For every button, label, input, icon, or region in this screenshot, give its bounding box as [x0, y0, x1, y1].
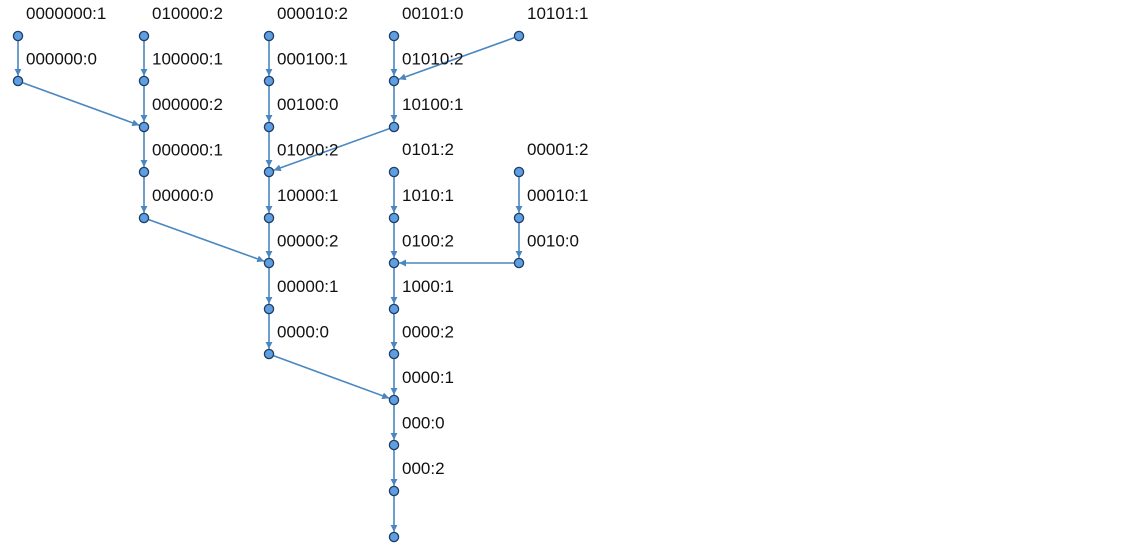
- node-label: 00101:0: [402, 4, 463, 23]
- edges-layer: [14, 36, 523, 532]
- edge-label: 00100:0: [277, 95, 338, 114]
- node-d2: [388, 121, 400, 133]
- node-f7: [388, 485, 400, 497]
- node-c0: [263, 30, 275, 42]
- node-b3: [138, 166, 150, 178]
- node-b1: [138, 75, 150, 87]
- edge-label: 10100:1: [402, 95, 463, 114]
- edge-label: 0000:0: [277, 323, 329, 342]
- node-b2: [138, 121, 150, 133]
- node-c6: [263, 303, 275, 315]
- edge-label: 00000:2: [277, 232, 338, 251]
- edge-a1-b2: [22, 81, 140, 127]
- edge-label: 01010:2: [402, 50, 463, 69]
- node-c2: [263, 121, 275, 133]
- edge-label: 00000:0: [152, 186, 213, 205]
- node-d1: [388, 75, 400, 87]
- node-c1: [263, 75, 275, 87]
- edge-label: 000:2: [402, 459, 445, 478]
- node-f0: [388, 166, 400, 178]
- nodes-layer: [12, 30, 525, 543]
- node-label: 0101:2: [402, 140, 454, 159]
- node-b4: [138, 212, 150, 224]
- node-label: 00001:2: [527, 140, 588, 159]
- edge-label: 10000:1: [277, 186, 338, 205]
- node-label: 10101:1: [527, 4, 588, 23]
- node-f2: [388, 257, 400, 269]
- edge-e0-d1: [398, 36, 515, 81]
- node-f3: [388, 303, 400, 315]
- node-b0: [138, 30, 150, 42]
- node-label: 000010:2: [277, 4, 348, 23]
- edge-label: 0100:2: [402, 232, 454, 251]
- node-a1: [12, 75, 24, 87]
- edge-label: 00010:1: [527, 186, 588, 205]
- node-f5: [388, 394, 400, 406]
- edge-label: 0000:1: [402, 368, 454, 387]
- edge-label: 000:0: [402, 414, 445, 433]
- node-c3: [263, 166, 275, 178]
- node-g1: [513, 212, 525, 224]
- edge-label: 00000:1: [277, 277, 338, 296]
- edge-label: 01000:2: [277, 141, 338, 160]
- node-label: 0000000:1: [26, 4, 106, 23]
- edge-label: 1010:1: [402, 186, 454, 205]
- edge-c7-f5: [273, 354, 390, 400]
- node-c7: [263, 348, 275, 360]
- edge-label: 1000:1: [402, 277, 454, 296]
- node-g2: [513, 257, 525, 269]
- node-a0: [12, 30, 24, 42]
- edge-b4-c5: [148, 218, 265, 263]
- node-d0: [388, 30, 400, 42]
- node-f6: [388, 439, 400, 451]
- edge-label: 0010:0: [527, 232, 579, 251]
- edge-label: 000000:1: [152, 141, 223, 160]
- edge-label: 000000:2: [152, 95, 223, 114]
- node-f8: [388, 531, 400, 543]
- edge-label: 000000:0: [26, 50, 97, 69]
- node-f1: [388, 212, 400, 224]
- node-c4: [263, 212, 275, 224]
- edge-d2-c3: [273, 127, 390, 172]
- node-label: 010000:2: [152, 4, 223, 23]
- node-g0: [513, 166, 525, 178]
- edge-label: 100000:1: [152, 50, 223, 69]
- edge-label: 000100:1: [277, 50, 348, 69]
- node-f4: [388, 348, 400, 360]
- node-e0: [513, 30, 525, 42]
- node-c5: [263, 257, 275, 269]
- edge-label: 0000:2: [402, 323, 454, 342]
- labels-layer: 000000:0 100000:1 000000:2 000000:1 00000:0 0…: [26, 4, 588, 478]
